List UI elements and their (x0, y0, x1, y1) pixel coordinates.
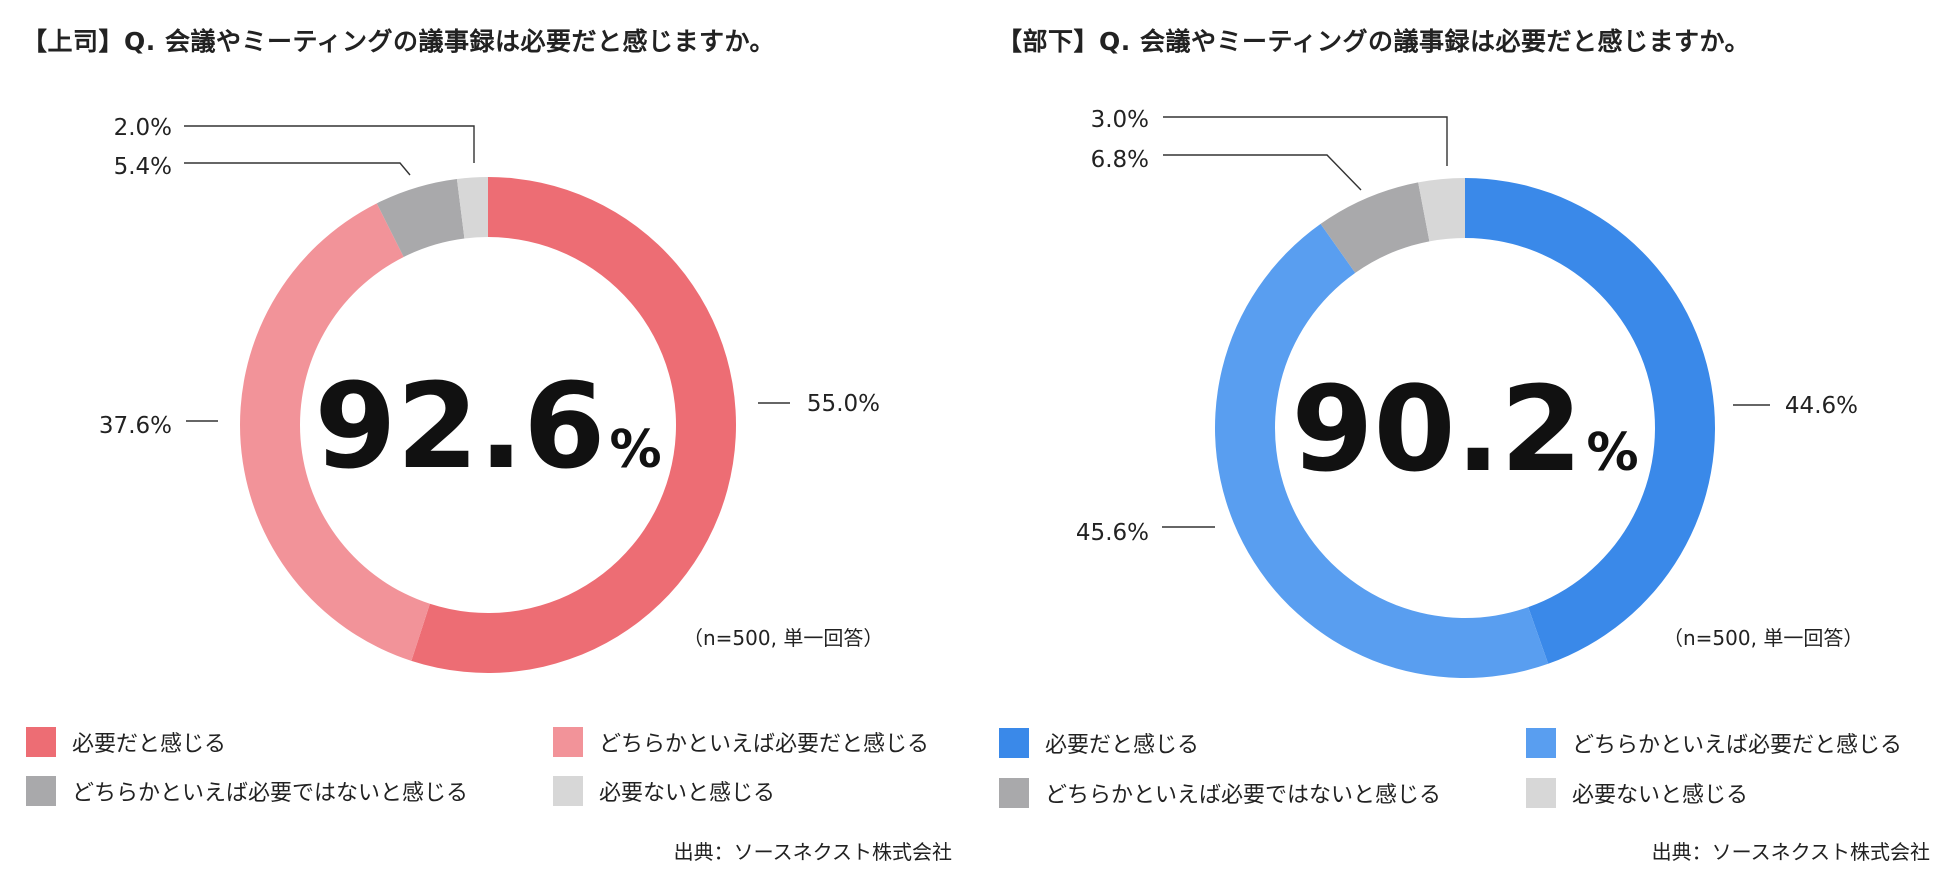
slice-unnecessary (456, 177, 488, 239)
legend-item-necessary: 必要だと感じる (26, 726, 226, 758)
sample-note: （n=500, 単一回答） (683, 626, 884, 650)
legend-swatch (999, 778, 1029, 808)
data-label: 3.0% (1091, 107, 1149, 133)
slice-somewhat-necessary (240, 203, 430, 661)
legend-item-unnecessary: 必要ないと感じる (1526, 777, 1748, 809)
leader-line (1163, 116, 1448, 166)
source-credit: 出典：ソースネクスト株式会社 (1651, 840, 1930, 864)
center-value: 90.2 (1291, 360, 1582, 498)
sample-note: （n=500, 単一回答） (1663, 626, 1864, 650)
center-value: 92.6 (314, 357, 605, 495)
chart-title: 【上司】Q. 会議やミーティングの議事録は必要だと感じますか。 (22, 27, 775, 56)
legend-swatch (26, 776, 56, 806)
slice-somewhat-necessary (1215, 223, 1549, 679)
slice-necessary (411, 177, 737, 673)
center-unit: % (610, 420, 662, 480)
legend-item-somewhat-necessary: どちらかといえば必要だと感じる (1526, 727, 1902, 759)
data-label: 44.6% (1785, 393, 1858, 419)
slice-somewhat-unnecessary (1320, 182, 1430, 273)
legend-swatch (1526, 778, 1556, 808)
legend-item-somewhat-unnecessary: どちらかといえば必要ではないと感じる (26, 775, 468, 807)
data-label: 6.8% (1091, 147, 1149, 173)
legend-label: どちらかといえば必要だと感じる (599, 732, 930, 757)
center-total-label: 92.6% (314, 357, 661, 495)
leader-line (1163, 154, 1362, 191)
source-credit: 出典：ソースネクスト株式会社 (673, 840, 952, 864)
legend-item-somewhat-unnecessary: どちらかといえば必要ではないと感じる (999, 777, 1441, 809)
legend-swatch (999, 728, 1029, 758)
legend-label: 必要だと感じる (1045, 733, 1200, 758)
data-label: 5.4% (114, 154, 172, 180)
legend-label: どちらかといえば必要だと感じる (1572, 733, 1903, 758)
legend-label: 必要だと感じる (72, 732, 227, 757)
legend-swatch (26, 727, 56, 757)
legend-item-necessary: 必要だと感じる (999, 727, 1199, 759)
slice-unnecessary (1418, 178, 1465, 242)
leader-line (184, 125, 475, 163)
center-total-label: 90.2% (1291, 360, 1638, 498)
legend-label: どちらかといえば必要ではないと感じる (1045, 783, 1442, 808)
slice-somewhat-unnecessary (376, 178, 465, 257)
legend-item-unnecessary: 必要ないと感じる (553, 775, 775, 807)
legend-swatch (553, 776, 583, 806)
legend-swatch (1526, 728, 1556, 758)
legend-label: 必要ないと感じる (1572, 783, 1749, 808)
slice-necessary (1465, 177, 1716, 664)
data-label: 2.0% (114, 115, 172, 141)
chart-title: 【部下】Q. 会議やミーティングの議事録は必要だと感じますか。 (997, 27, 1750, 56)
legend-label: 必要ないと感じる (599, 781, 776, 806)
data-label: 37.6% (99, 413, 172, 439)
center-unit: % (1587, 423, 1639, 483)
legend-item-somewhat-necessary: どちらかといえば必要だと感じる (553, 726, 929, 758)
donut-chart-subordinate: 44.6% 45.6% 6.8% 3.0% 90.2% (1076, 107, 1858, 679)
legend-swatch (553, 727, 583, 757)
data-label: 55.0% (807, 391, 880, 417)
chart-panel-boss: 【上司】Q. 会議やミーティングの議事録は必要だと感じますか。 55.0% 37.… (22, 27, 952, 864)
legend-label: どちらかといえば必要ではないと感じる (72, 781, 469, 806)
chart-panel-subordinate: 【部下】Q. 会議やミーティングの議事録は必要だと感じますか。 44.6% 45.… (975, 0, 1950, 880)
donut-chart-boss: 55.0% 37.6% 5.4% 2.0% 92.6% (99, 115, 880, 673)
data-label: 45.6% (1076, 520, 1149, 546)
leader-line (184, 162, 411, 176)
